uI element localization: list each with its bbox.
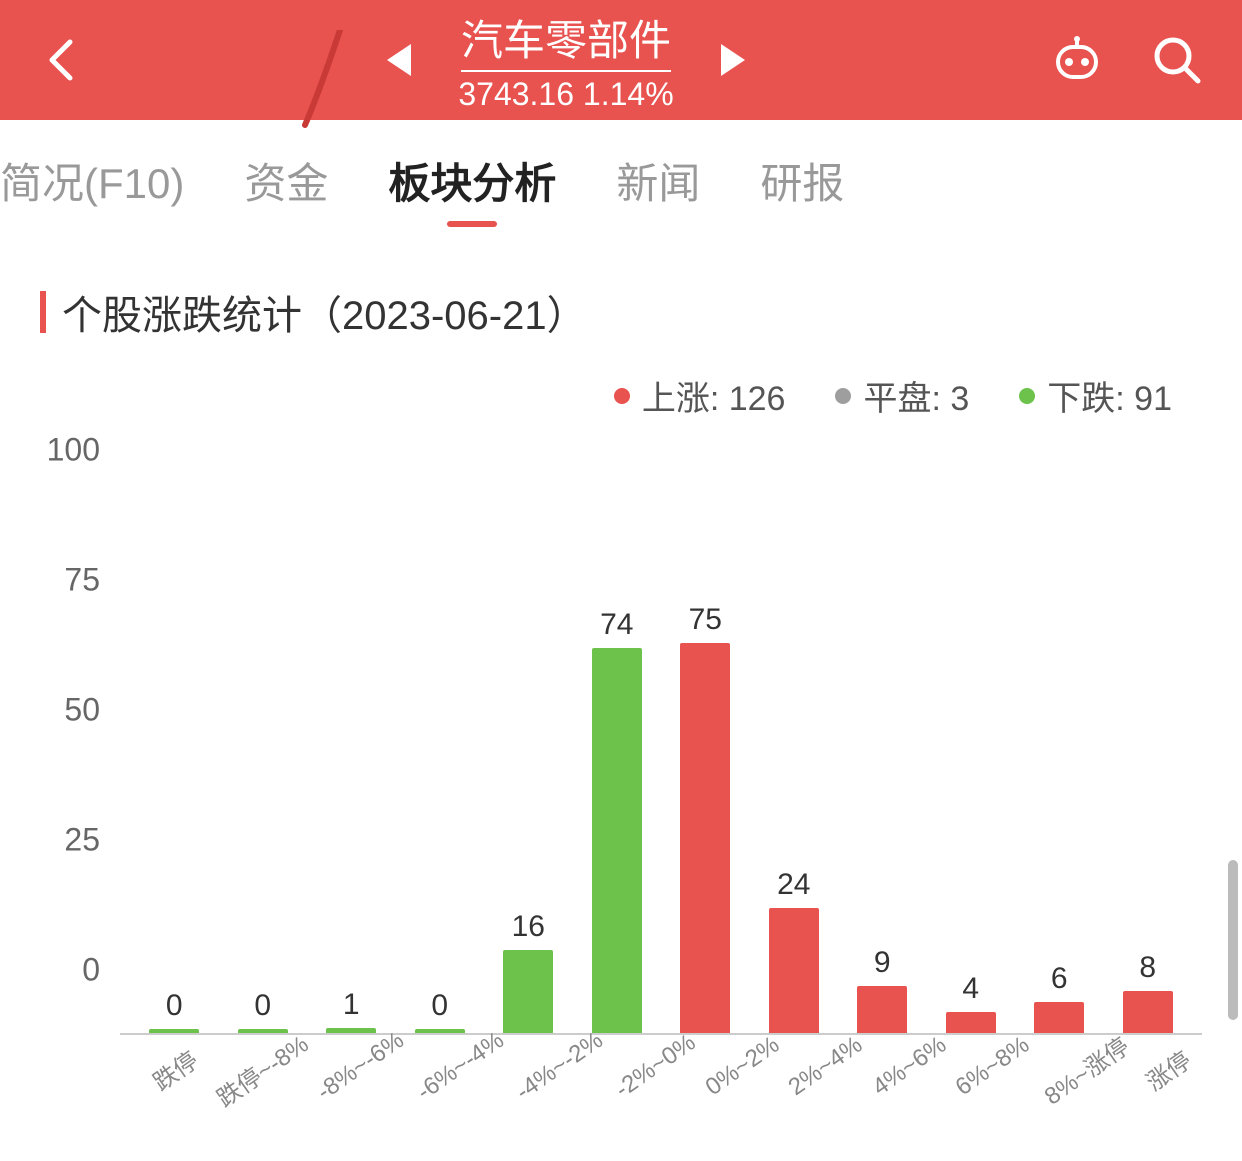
bar[interactable]: [149, 1029, 199, 1033]
x-label: 2%~4%: [784, 1031, 872, 1108]
sector-title: 汽车零部件: [461, 7, 671, 72]
y-tick: 25: [64, 822, 100, 859]
x-label: 跌停: [136, 1035, 212, 1103]
bar[interactable]: [946, 1012, 996, 1033]
distribution-chart: 0 25 50 75 1 0 0 0 0 1 0 16 74 75 24 9 4 6 8 跌停跌停~-8%-8%~…: [40, 450, 1202, 1090]
bar[interactable]: [857, 986, 907, 1033]
index-value: 3743.16: [458, 76, 574, 112]
bar[interactable]: [769, 908, 819, 1033]
x-label: -2%~0%: [610, 1029, 705, 1110]
section-title-date: （2023-06-21）: [302, 283, 587, 341]
bar-value-label: 75: [689, 603, 722, 637]
triangle-left-icon: [383, 42, 413, 78]
x-label: 0%~2%: [701, 1031, 789, 1108]
x-label: -4%~-2%: [511, 1027, 612, 1113]
bar[interactable]: [680, 643, 730, 1033]
bar-value-label: 4: [962, 972, 979, 1006]
bar-wrap: 0: [219, 450, 308, 1033]
bar-value-label: 8: [1139, 951, 1156, 985]
robot-icon: [1052, 35, 1102, 85]
x-label: 6%~8%: [951, 1031, 1039, 1108]
bar-value-label: 16: [512, 910, 545, 944]
tabs-row[interactable]: 简况(F10) 资金板块分析新闻研报: [0, 120, 1242, 243]
bar-wrap: 0: [130, 450, 219, 1033]
index-change: 1.14%: [583, 76, 674, 112]
triangle-right-icon: [719, 42, 749, 78]
bar-wrap: 0: [396, 450, 485, 1033]
bar-value-label: 1: [343, 988, 360, 1022]
y-tick: 0: [82, 952, 100, 989]
bar-wrap: 16: [484, 450, 573, 1033]
tab-2[interactable]: 板块分析: [388, 150, 556, 223]
next-sector-button[interactable]: [714, 40, 754, 80]
bar[interactable]: [415, 1029, 465, 1033]
legend-label: 平盘: 3: [863, 371, 969, 420]
legend-item-2: 下跌: 91: [1019, 371, 1172, 420]
legend-dot-icon: [1019, 388, 1035, 404]
legend-label: 上涨: 126: [642, 371, 786, 420]
y-tick: 75: [64, 562, 100, 599]
header-center: 汽车零部件 3743.16 1.14%: [80, 7, 1052, 113]
x-axis-labels: 跌停跌停~-8%-8%~-6%-6%~-4%-4%~-2%-2%~0%0%~2%…: [120, 1035, 1202, 1090]
legend-dot-icon: [835, 388, 851, 404]
bar-wrap: 74: [573, 450, 662, 1033]
bar-value-label: 6: [1051, 962, 1068, 996]
bar-wrap: 24: [750, 450, 839, 1033]
section-title-text: 个股涨跌统计: [62, 283, 302, 341]
back-button[interactable]: [40, 40, 80, 80]
bar-wrap: 8: [1104, 450, 1193, 1033]
tab-4[interactable]: 研报: [760, 150, 844, 223]
legend-item-1: 平盘: 3: [835, 371, 969, 420]
tab-0[interactable]: 简况(F10): [0, 150, 184, 223]
legend-dot-icon: [614, 388, 630, 404]
bar-wrap: 4: [927, 450, 1016, 1033]
bar-wrap: 75: [661, 450, 750, 1033]
x-label: 8%~涨停: [1035, 1027, 1134, 1111]
tab-1[interactable]: 资金: [244, 150, 328, 223]
bar-value-label: 24: [777, 868, 810, 902]
header-bar: 汽车零部件 3743.16 1.14%: [0, 0, 1242, 120]
y-axis: 0255075100: [40, 450, 120, 970]
bar-wrap: 9: [838, 450, 927, 1033]
bar[interactable]: [326, 1028, 376, 1033]
prev-sector-button[interactable]: [378, 40, 418, 80]
plot-area: 0 0 1 0 16 74 75 24 9 4 6 8: [120, 450, 1202, 1035]
y-tick: 100: [47, 432, 100, 469]
header-title-block[interactable]: 汽车零部件 3743.16 1.14%: [458, 7, 673, 113]
bar[interactable]: [1123, 991, 1173, 1033]
scrollbar-thumb[interactable]: [1228, 860, 1238, 1020]
bar-value-label: 0: [431, 989, 448, 1023]
legend-item-0: 上涨: 126: [614, 371, 786, 420]
sector-index-row: 3743.16 1.14%: [458, 76, 673, 113]
bar-value-label: 74: [600, 608, 633, 642]
tab-3[interactable]: 新闻: [616, 150, 700, 223]
legend-label: 下跌: 91: [1047, 371, 1172, 420]
bar-value-label: 0: [254, 989, 271, 1023]
x-label: 跌停~-8%: [208, 1025, 314, 1114]
x-label: 4%~6%: [867, 1031, 955, 1108]
bar-wrap: 6: [1015, 450, 1104, 1033]
search-button[interactable]: [1152, 35, 1202, 85]
search-icon: [1152, 35, 1202, 85]
bar-wrap: 1: [307, 450, 396, 1033]
x-label: -8%~-6%: [312, 1027, 413, 1113]
bars-container: 0 0 1 0 16 74 75 24 9 4 6 8: [120, 450, 1202, 1033]
bar[interactable]: [592, 648, 642, 1033]
x-label: -6%~-4%: [412, 1027, 513, 1113]
header-actions: [1052, 35, 1202, 85]
x-label: 涨停: [1129, 1035, 1205, 1103]
bar-value-label: 9: [874, 946, 891, 980]
y-tick: 50: [64, 692, 100, 729]
section-title: 个股涨跌统计 （2023-06-21）: [40, 283, 1202, 341]
bar-value-label: 0: [166, 989, 183, 1023]
bar[interactable]: [238, 1029, 288, 1033]
chevron-left-icon: [46, 38, 74, 82]
bar[interactable]: [1034, 1002, 1084, 1033]
bar[interactable]: [503, 950, 553, 1033]
chart-legend: 上涨: 126 平盘: 3 下跌: 91: [0, 371, 1242, 440]
robot-button[interactable]: [1052, 35, 1102, 85]
